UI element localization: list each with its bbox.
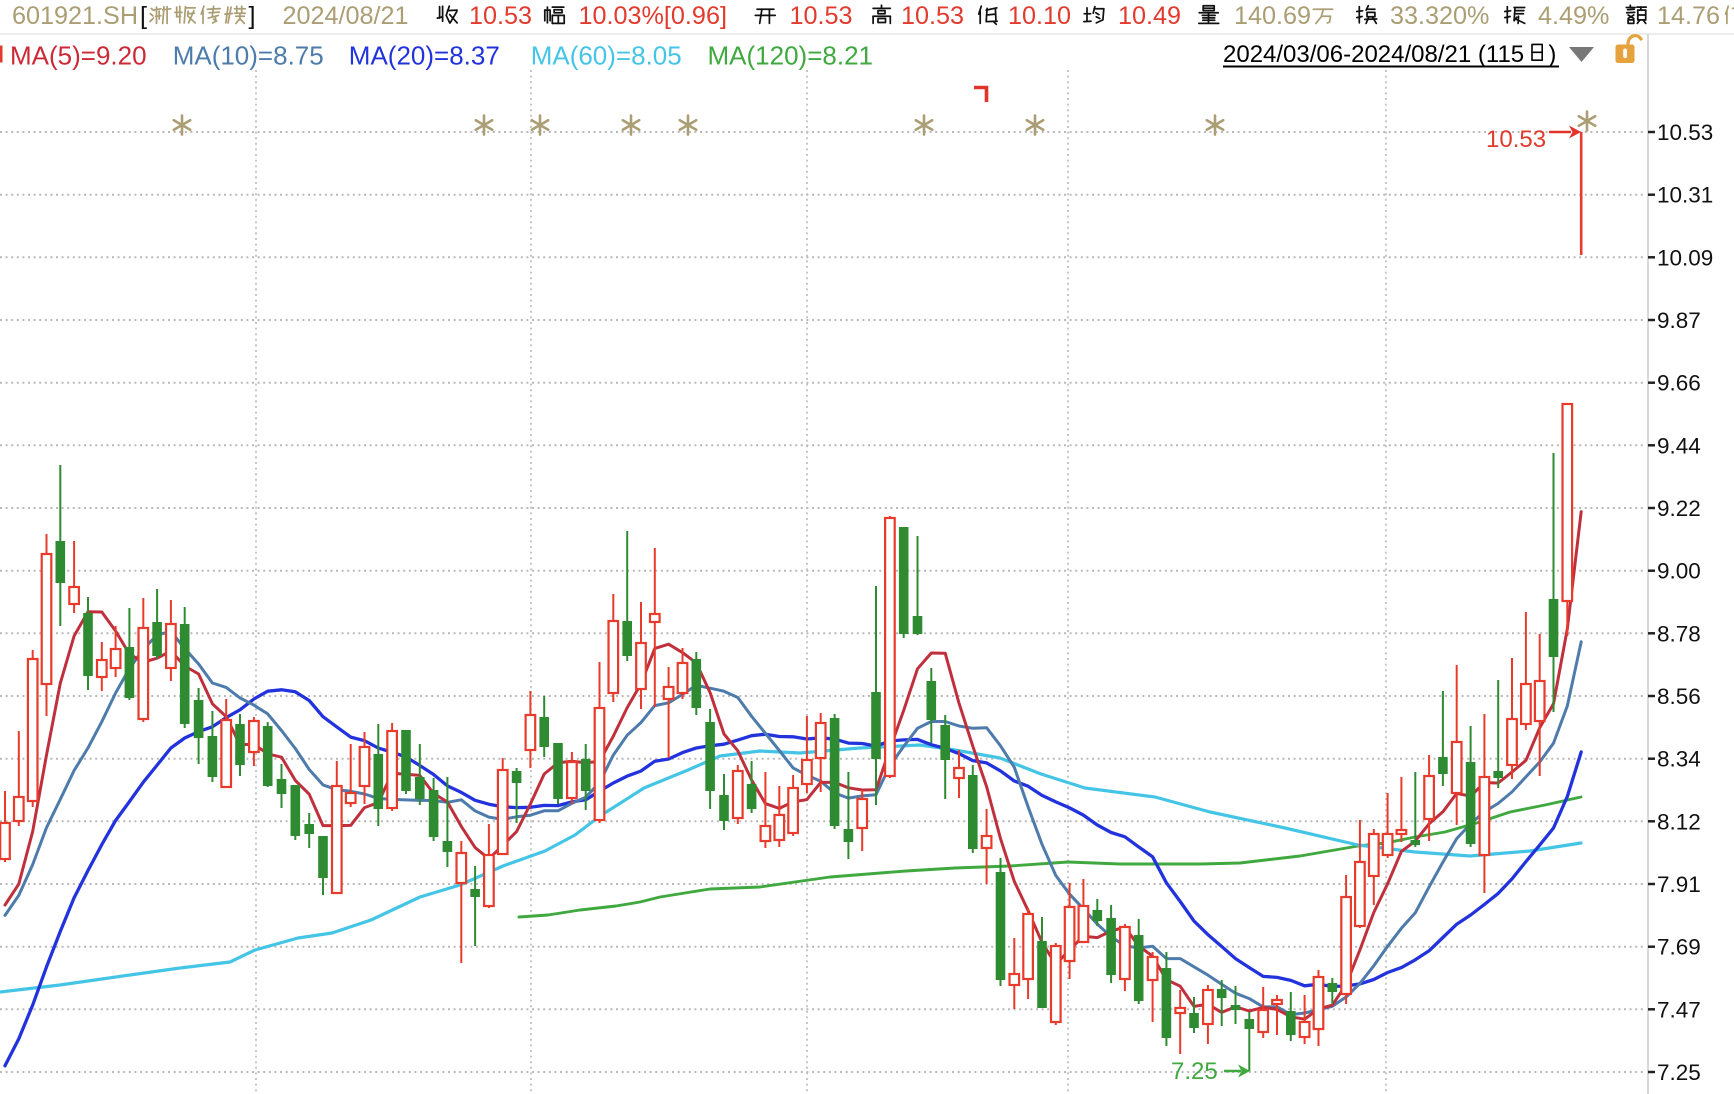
svg-text:10.53: 10.53 [1486,126,1546,153]
svg-text:10.09: 10.09 [1657,245,1713,270]
svg-text:10.49: 10.49 [1118,2,1181,30]
svg-text:7.25: 7.25 [1171,1058,1218,1085]
svg-text:9.00: 9.00 [1657,559,1701,584]
svg-text:MA(120)=8.21: MA(120)=8.21 [708,41,873,71]
svg-text:10.53: 10.53 [901,2,964,30]
svg-text:]: ] [249,2,256,30]
svg-text:10.03%[0.96]: 10.03%[0.96] [579,2,727,30]
svg-text:MA(20)=8.37: MA(20)=8.37 [349,41,500,71]
svg-text:8.34: 8.34 [1657,747,1701,772]
svg-text:10.31: 10.31 [1657,183,1713,208]
svg-text:9.66: 9.66 [1657,371,1701,396]
svg-text:7.69: 7.69 [1657,935,1701,960]
svg-text:7.25: 7.25 [1657,1060,1701,1085]
svg-text:MA(5)=9.20: MA(5)=9.20 [10,41,147,71]
svg-text:[: [ [140,2,147,30]
svg-text:2024/08/21: 2024/08/21 [283,2,409,30]
svg-text:4.49%: 4.49% [1538,2,1609,30]
svg-text:9.87: 9.87 [1657,308,1701,333]
svg-text:9.22: 9.22 [1657,496,1701,521]
svg-text:7.91: 7.91 [1657,872,1701,897]
svg-text:9.44: 9.44 [1657,433,1701,458]
svg-text:14.76: 14.76 [1657,2,1720,30]
svg-text:10.53: 10.53 [469,2,532,30]
svg-text:MA(10)=8.75: MA(10)=8.75 [173,41,324,71]
svg-text:MA(60)=8.05: MA(60)=8.05 [531,41,682,71]
svg-text:): ) [1548,41,1556,68]
svg-text:33.320%: 33.320% [1390,2,1489,30]
svg-text:8.78: 8.78 [1657,621,1701,646]
svg-text:7.47: 7.47 [1657,997,1701,1022]
svg-text:2024/03/06-2024/08/21 (115: 2024/03/06-2024/08/21 (115 [1223,41,1524,68]
svg-text:8.56: 8.56 [1657,684,1701,709]
svg-text:10.53: 10.53 [1657,120,1713,145]
svg-text:140.69: 140.69 [1234,2,1311,30]
svg-text:601921.SH: 601921.SH [12,2,138,30]
svg-text:8.12: 8.12 [1657,809,1701,834]
svg-text:10.10: 10.10 [1008,2,1071,30]
svg-text:10.53: 10.53 [790,2,853,30]
